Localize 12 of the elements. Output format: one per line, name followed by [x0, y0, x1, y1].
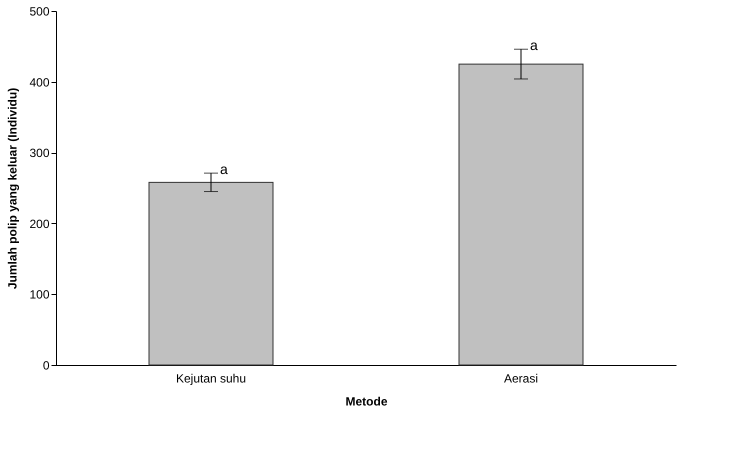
y-tick-label: 400 [29, 75, 50, 90]
y-tick-label: 0 [42, 358, 50, 372]
y-tick-label: 200 [29, 216, 50, 231]
x-tick-label: Aerasi [504, 372, 538, 386]
annotation: a [530, 37, 538, 54]
annotation: a [220, 161, 228, 178]
y-tick-label: 100 [29, 288, 50, 302]
y-tick-label: 300 [29, 146, 50, 160]
y-axis-title: Jumlah polip yang keluar (Individu) [5, 88, 20, 290]
x-tick-label: Kejutan suhu [176, 372, 246, 386]
x-axis-title: Metode [346, 394, 388, 408]
y-tick-label: 500 [29, 4, 50, 18]
